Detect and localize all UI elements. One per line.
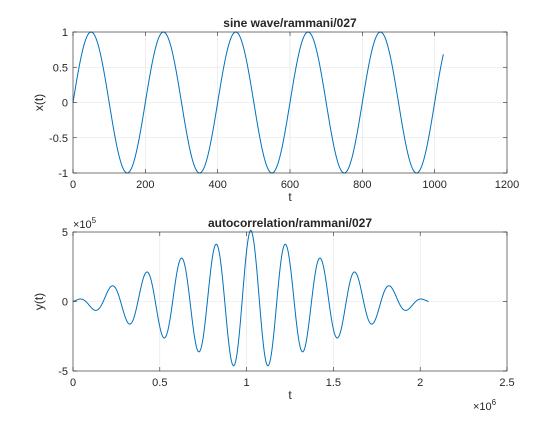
p1-y-tick-label: 0.5 [53, 62, 68, 74]
p1-x-tick-label: 400 [208, 179, 226, 191]
autocorr-y-axis-label: y(t) [32, 293, 46, 310]
autocorr-title: autocorrelation/rammani/027 [208, 216, 372, 230]
autocorr-y-exponent-base: ×10 [73, 219, 92, 231]
p2-x-tick-label: 1.5 [326, 377, 341, 389]
autocorr-x-axis-label: t [288, 388, 292, 402]
p2-x-tick-label: 0.5 [152, 377, 167, 389]
p1-y-tick-label: 0 [62, 98, 68, 110]
p2-x-tick-label: 1 [244, 377, 250, 389]
p1-y-tick-label: 1 [62, 27, 68, 39]
autocorr-ticks: 0 0.5 1 1.5 2 2.5-505 [58, 227, 514, 389]
p2-y-tick-label: -5 [58, 366, 68, 378]
p1-x-tick-label: 200 [136, 179, 154, 191]
p1-x-tick-label: 1000 [422, 179, 446, 191]
autocorr-x-exponent-base: ×10 [473, 401, 492, 413]
p2-y-tick-label: 0 [62, 297, 68, 309]
autocorrelation-subplot: 0 0.5 1 1.5 2 2.5-505 autocorrelation/rammani… [32, 216, 515, 413]
sine-x-axis-label: t [288, 190, 292, 204]
p1-x-tick-label: 600 [281, 179, 299, 191]
p2-x-tick-label: 2.5 [499, 377, 514, 389]
autocorr-y-exponent-power: 5 [92, 216, 97, 225]
autocorr-x-exponent-power: 6 [492, 398, 497, 407]
p1-y-tick-label: -0.5 [49, 133, 68, 145]
p1-x-tick-label: 1200 [495, 179, 519, 191]
sine-y-axis-label: x(t) [32, 94, 46, 111]
autocorr-y-exponent: ×105 [73, 216, 97, 231]
autocorrelation-line [72, 229, 429, 367]
autocorr-x-exponent: ×106 [473, 398, 497, 413]
p2-x-tick-label: 2 [417, 377, 423, 389]
p1-x-tick-label: 800 [353, 179, 371, 191]
sine-wave-line [72, 31, 444, 174]
sine-ticks: 0 200 400 600 800 1000 1200 -1 -0.5 0 0.5 1 [49, 27, 519, 191]
p1-y-tick-label: -1 [58, 168, 68, 180]
p2-y-tick-label: 5 [62, 227, 68, 239]
sine-wave-subplot: 0 200 400 600 800 1000 1200 -1 -0.5 0 0.5 1 sine wa… [32, 16, 519, 204]
sine-title: sine wave/rammani/027 [223, 16, 357, 30]
p2-x-tick-label: 0 [70, 377, 76, 389]
p1-x-tick-label: 0 [70, 179, 76, 191]
